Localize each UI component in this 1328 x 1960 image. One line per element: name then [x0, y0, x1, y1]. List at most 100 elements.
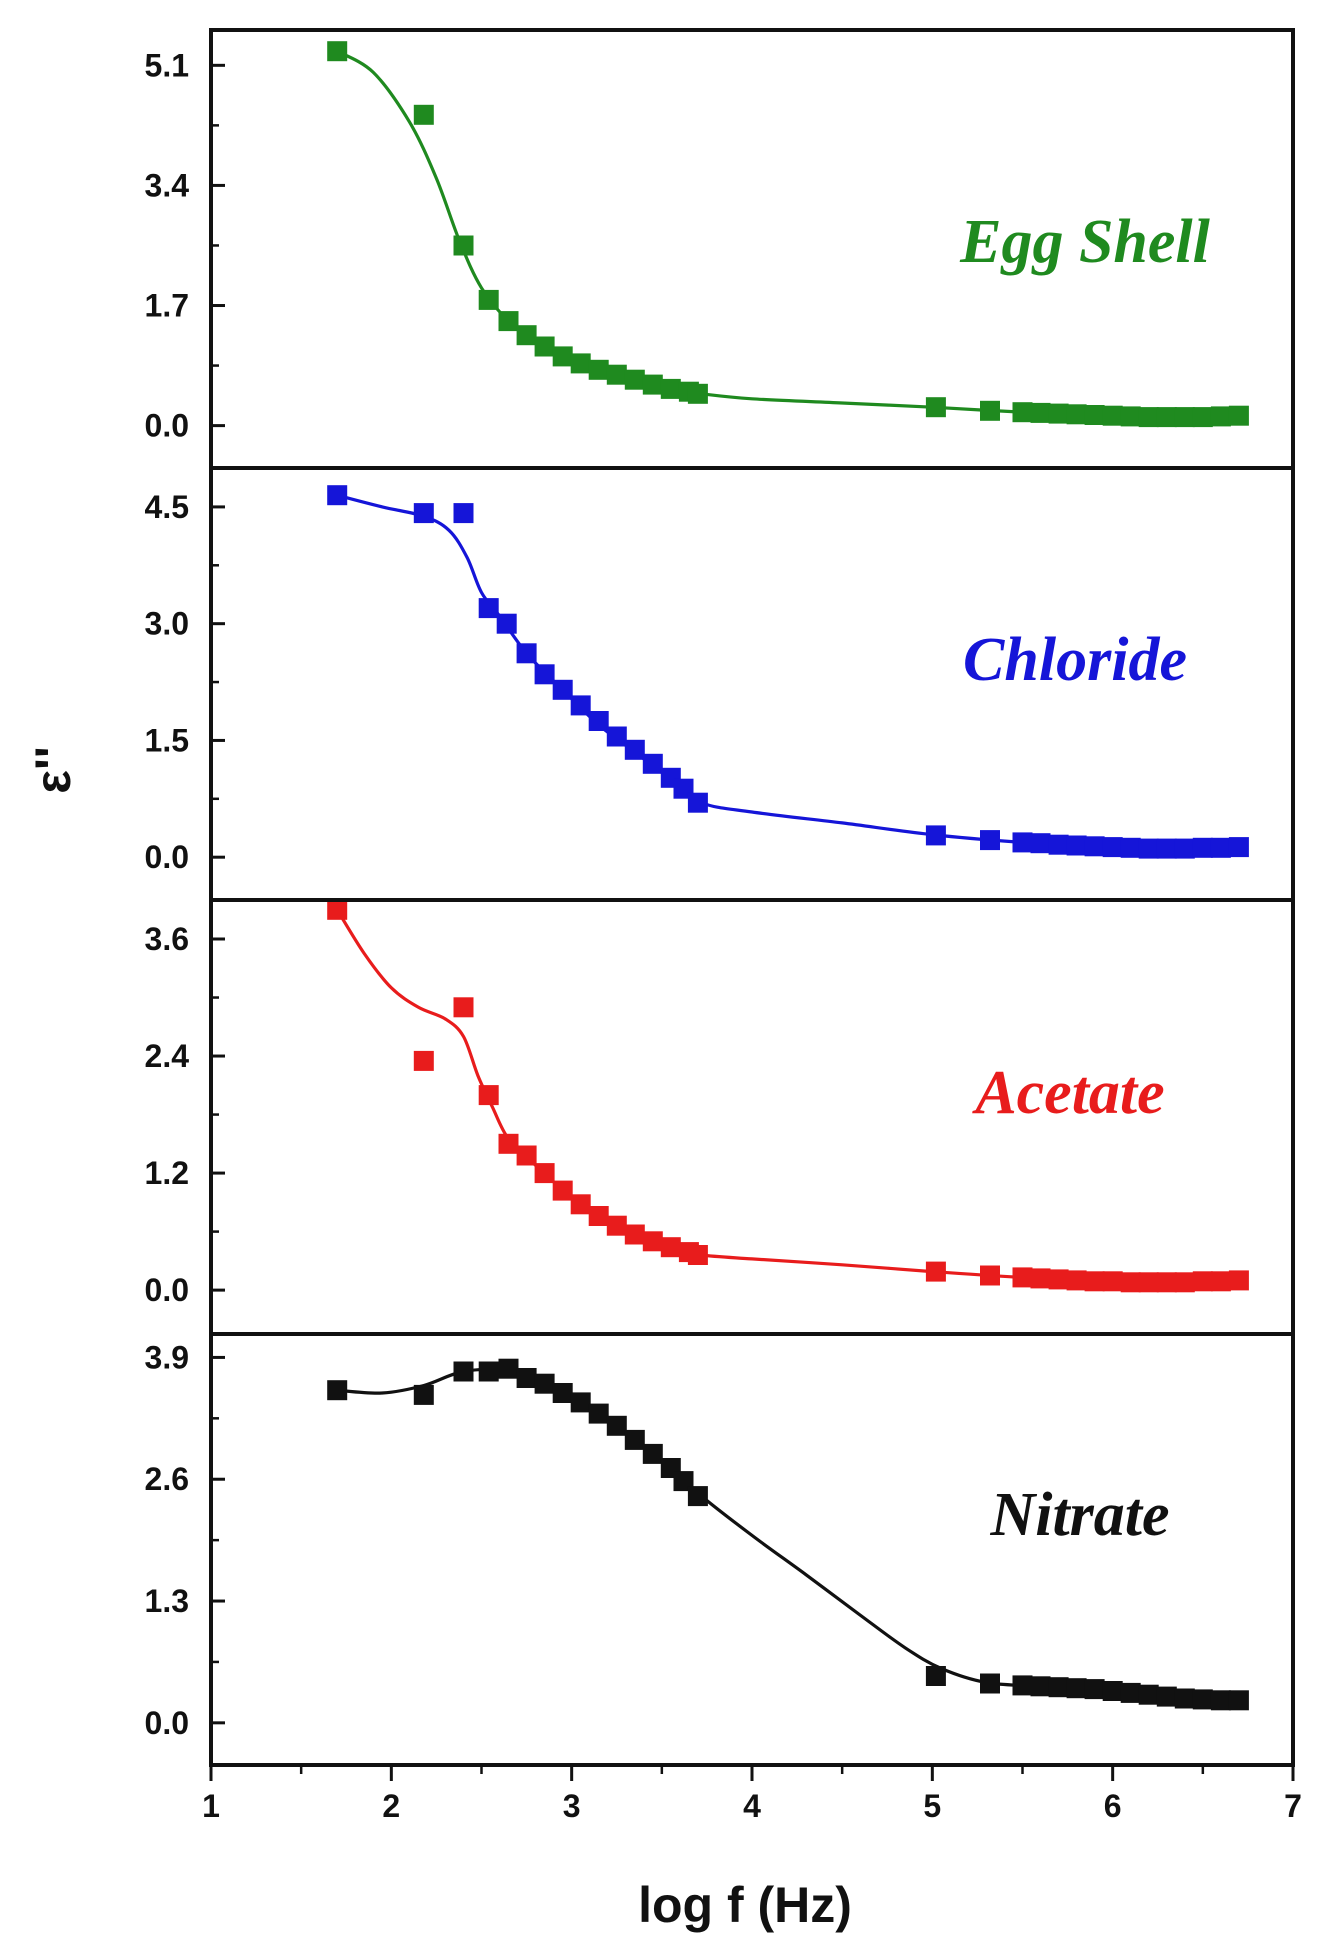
data-point: [660, 1237, 681, 1258]
data-point: [1012, 832, 1033, 853]
data-point: [1156, 1686, 1177, 1707]
data-point: [980, 1673, 1000, 1694]
data-point: [925, 1261, 946, 1282]
data-point: [516, 1145, 537, 1166]
data-point: [687, 1486, 708, 1507]
data-point: [1138, 407, 1159, 428]
y-tick-label: 1.7: [145, 288, 189, 324]
data-point: [453, 997, 474, 1018]
x-tick-label: 1: [202, 1788, 220, 1824]
data-point: [1174, 838, 1195, 859]
data-point: [498, 311, 519, 332]
data-point: [1228, 405, 1249, 426]
data-point: [1210, 1690, 1231, 1711]
panel-nitrate: 0.0 1.3 2.6 3.9 Nitrate: [145, 1332, 1295, 1767]
y-tick-label: 0.0: [145, 839, 189, 875]
data-point: [570, 1392, 591, 1413]
data-point: [534, 336, 555, 357]
data-point: [624, 739, 645, 760]
data-point: [498, 1358, 519, 1379]
data-point: [1030, 1268, 1051, 1289]
data-point: [642, 753, 663, 774]
data-point: [478, 1085, 499, 1106]
data-point: [478, 289, 499, 310]
y-tick-label: 1.2: [145, 1155, 189, 1191]
data-point: [1210, 837, 1231, 858]
data-point: [1174, 1688, 1195, 1709]
data-point: [1066, 1270, 1087, 1291]
x-tick-label: 7: [1284, 1788, 1302, 1824]
data-point: [534, 1163, 555, 1184]
data-point: [327, 41, 348, 62]
data-point: [1048, 1269, 1069, 1290]
data-point: [516, 325, 537, 346]
data-point: [552, 1180, 573, 1201]
data-point: [1120, 1272, 1141, 1293]
x-axis-title: log f (Hz): [638, 1877, 852, 1933]
data-point: [588, 711, 609, 731]
data-point: [642, 1231, 663, 1252]
x-tick-label: 4: [743, 1788, 761, 1824]
data-point: [642, 374, 663, 395]
data-point: [453, 503, 474, 524]
data-point: [1192, 837, 1213, 858]
data-point: [1192, 1271, 1213, 1292]
data-point: [570, 1194, 591, 1215]
data-point: [1192, 1689, 1213, 1710]
data-point: [1084, 1271, 1105, 1292]
data-point: [1084, 405, 1105, 425]
data-point: [606, 364, 627, 385]
data-point: [687, 792, 708, 813]
data-point: [588, 1403, 609, 1424]
data-point: [413, 104, 434, 125]
data-point: [478, 1361, 499, 1382]
data-point: [1066, 835, 1087, 856]
panels-layer: 0.0 1.7 3.4 5.1 Egg Shell 0.0 1.5 3.0 4.5 Chlorid…: [145, 28, 1295, 1767]
data-point: [1156, 1272, 1177, 1293]
data-point: [687, 383, 708, 404]
data-point: [413, 1050, 434, 1071]
panel-chloride: 0.0 1.5 3.0 4.5 Chloride: [145, 466, 1295, 902]
x-tick-label: 5: [923, 1788, 941, 1824]
panel-label: Nitrate: [989, 1481, 1169, 1549]
data-point: [1174, 1272, 1195, 1293]
y-tick-label: 0.0: [145, 1705, 189, 1741]
data-point: [496, 613, 517, 634]
y-tick-label: 3.6: [145, 921, 189, 957]
data-point: [1120, 1682, 1141, 1703]
data-point: [1228, 837, 1249, 858]
data-point: [687, 1245, 708, 1265]
data-point: [1228, 1270, 1249, 1291]
y-tick-label: 5.1: [145, 47, 189, 83]
data-point: [1138, 838, 1159, 859]
data-point: [1030, 1676, 1051, 1697]
data-point: [413, 1384, 434, 1405]
data-point: [1210, 1271, 1231, 1292]
data-point: [1102, 837, 1123, 858]
y-tick-label: 0.0: [145, 408, 189, 444]
data-point: [1030, 402, 1051, 423]
y-tick-label: 4.5: [145, 489, 189, 525]
data-point: [606, 1415, 627, 1436]
data-point: [1120, 837, 1141, 858]
x-tick-label: 6: [1104, 1788, 1122, 1824]
data-point: [516, 643, 537, 664]
data-point: [1210, 406, 1231, 427]
x-tick-label: 2: [382, 1788, 400, 1824]
data-point: [1048, 403, 1069, 424]
data-point: [453, 1361, 474, 1382]
data-point: [660, 378, 681, 399]
data-point: [1120, 406, 1141, 427]
data-point: [1048, 834, 1069, 855]
data-point: [1012, 1267, 1033, 1288]
data-point: [624, 369, 645, 390]
data-point: [980, 400, 1000, 421]
data-point: [925, 825, 946, 846]
data-point: [327, 1380, 348, 1401]
data-point: [552, 679, 573, 700]
data-point: [1156, 838, 1177, 859]
data-point: [588, 359, 609, 380]
data-point: [642, 1443, 663, 1464]
data-point: [606, 726, 627, 747]
data-point: [534, 664, 555, 685]
